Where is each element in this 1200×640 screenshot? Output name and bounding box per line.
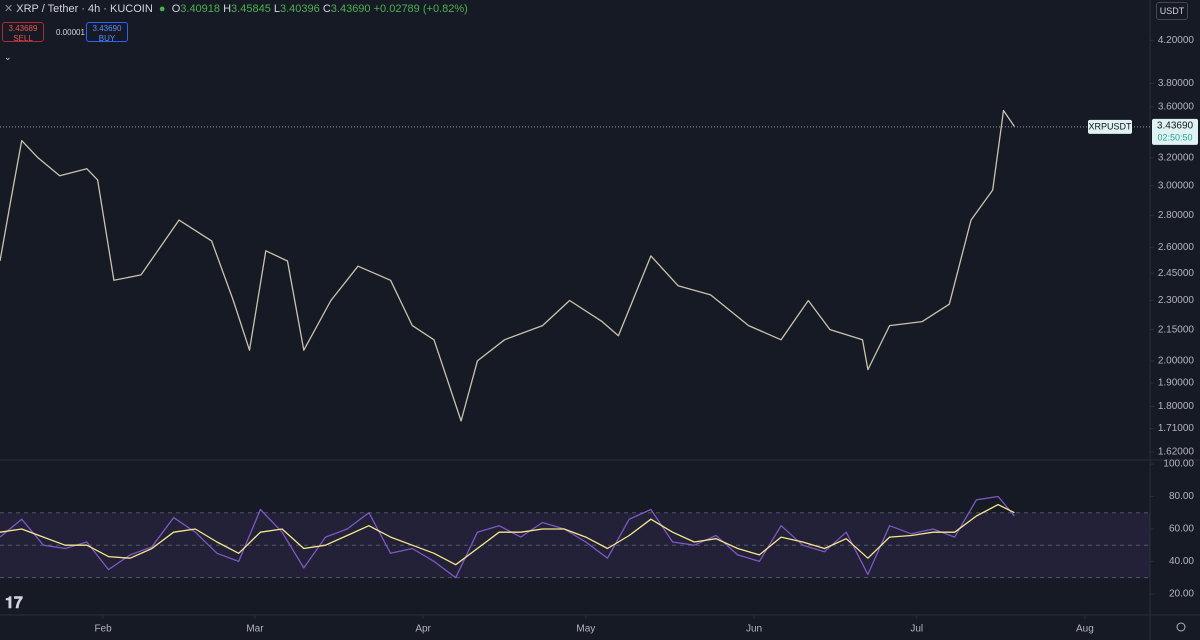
ohlc-value: 3.43690: [330, 3, 371, 15]
sell-label: SELL: [13, 34, 33, 43]
x-tick-label: Apr: [415, 624, 431, 635]
buy-button[interactable]: 3.43690 BUY: [86, 22, 128, 43]
y-tick-label: 2.60000: [1158, 242, 1195, 253]
collapse-toggle[interactable]: ⌄: [4, 52, 12, 62]
countdown: 02:50:50: [1157, 132, 1192, 142]
settings-icon[interactable]: [1176, 622, 1186, 632]
y-tick-label: 3.20000: [1158, 152, 1195, 163]
y-tick-label: 2.45000: [1158, 268, 1195, 279]
last-price-tag: [1152, 118, 1198, 145]
y-tick-label: 4.20000: [1158, 35, 1195, 46]
ohlc-key: H: [223, 3, 232, 15]
status-dot: ●: [155, 3, 169, 15]
x-tick-label: Jul: [910, 624, 923, 635]
x-tick-label: Mar: [246, 624, 264, 635]
ohlc-value: 3.45845: [231, 3, 271, 15]
series-line: [0, 109, 1015, 422]
y-tick-label: 2.15000: [1158, 324, 1195, 335]
header: ✕ XRP / Tether · 4h · KUCOIN ● O3.40918 …: [4, 2, 468, 15]
y-tick-label: 1.90000: [1158, 378, 1195, 389]
y-tick-label: 2.00000: [1158, 356, 1195, 367]
y-tick-label: 80.00: [1169, 491, 1194, 502]
currency-button[interactable]: USDT: [1156, 2, 1188, 20]
x-tick-label: Aug: [1076, 624, 1094, 635]
sell-button[interactable]: 3.43689 SELL: [2, 22, 44, 43]
y-tick-label: 3.00000: [1158, 180, 1195, 191]
y-tick-label: 1.71000: [1158, 423, 1195, 434]
y-tick-label: 1.80000: [1158, 401, 1195, 412]
x-tick-label: Feb: [94, 624, 112, 635]
y-tick-label: 20.00: [1169, 589, 1194, 600]
y-tick-label: 40.00: [1169, 556, 1194, 567]
symbol-tag: [1088, 119, 1132, 134]
symbol-icon: ✕: [4, 3, 14, 15]
series-line: [0, 503, 1015, 566]
y-tick-label: 60.00: [1169, 524, 1194, 535]
change: +0.02789 (+0.82%): [373, 3, 468, 15]
buy-price: 3.43690: [92, 24, 122, 33]
symbol-tag-label: XRPUSDT: [1088, 121, 1132, 131]
y-tick-label: 1.62000: [1158, 447, 1195, 458]
y-tick-label: 2.30000: [1158, 295, 1195, 306]
y-tick-label: 3.80000: [1158, 78, 1195, 89]
ohlc-key: C: [322, 3, 331, 15]
sell-price: 3.43689: [8, 24, 38, 33]
ohlc-value: 3.40396: [280, 3, 320, 15]
buy-label: BUY: [98, 34, 116, 43]
rsi-band: [0, 512, 1150, 578]
y-tick-label: 2.80000: [1158, 210, 1195, 221]
ohlc-key: O: [171, 3, 181, 15]
x-tick-label: May: [576, 624, 595, 635]
symbol: XRP / Tether · 4h · KUCOIN: [16, 3, 153, 15]
spread: 0.00001: [56, 28, 85, 37]
y-tick-label: 100.00: [1163, 459, 1194, 470]
last-price-label: 3.43690: [1157, 121, 1194, 132]
ohlc-value: 3.40918: [180, 3, 221, 15]
y-tick-label: 3.60000: [1158, 102, 1195, 113]
logo: 𝟏𝟕: [5, 595, 23, 612]
ohlc-key: L: [273, 3, 280, 15]
series-line: [0, 495, 1015, 579]
x-tick-label: Jun: [746, 624, 762, 635]
